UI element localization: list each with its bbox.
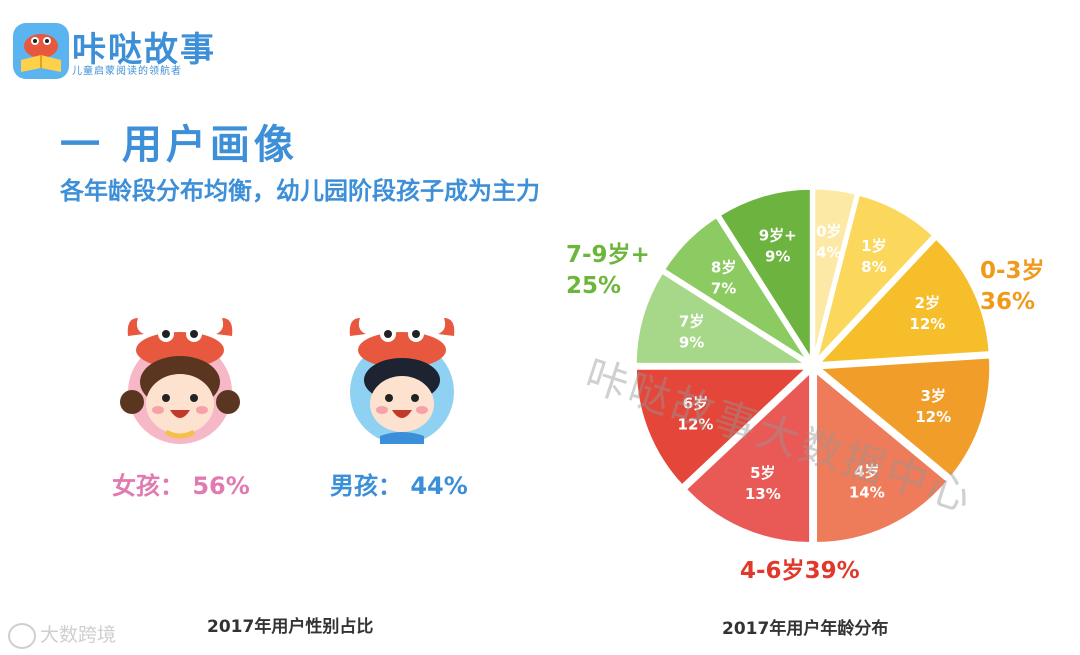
pie-slice-1 (814, 192, 936, 362)
section-subtitle: 各年龄段分布均衡，幼儿园阶段孩子成为主力 (60, 177, 540, 205)
group-name: 0-3岁 (980, 258, 1045, 284)
slice-label-1: 1岁 8% (861, 237, 886, 276)
slice-label-4: 4岁 14% (849, 462, 885, 501)
pie-slice-6 (633, 366, 812, 489)
slice-label-3: 3岁 12% (915, 387, 951, 426)
group-label-7-9: 7-9岁+ 25% (566, 240, 650, 302)
group-pct: 39% (804, 558, 860, 584)
pie-slice-2 (814, 235, 992, 366)
slice-label-8: 8岁 7% (711, 259, 736, 298)
slice-label-2: 2岁 12% (909, 294, 945, 333)
slice-label-9: 9岁+ 9% (759, 227, 797, 266)
group-pct: 25% (566, 273, 622, 299)
watermark-logo-icon (8, 622, 36, 649)
boy-avatar (336, 310, 486, 454)
slice-label-6: 6岁 12% (678, 395, 714, 434)
age-chart-caption: 2017年用户年龄分布 (722, 619, 889, 639)
pie-slice-8 (661, 214, 811, 364)
pie-slice-7 (633, 270, 813, 366)
group-name: 7-9岁+ (566, 242, 650, 268)
pie-slice-4 (814, 368, 951, 545)
corner-watermark: 大数跨境 (8, 620, 116, 649)
group-label-0-3: 0-3岁 36% (980, 256, 1045, 318)
group-name: 4-6岁 (740, 558, 805, 584)
section-title: 一 用户画像 (60, 122, 298, 168)
brand-name: 咔哒故事 (72, 30, 216, 70)
pie-slice-0 (812, 186, 859, 361)
girl-share-label: 女孩： 56% (112, 472, 250, 500)
slice-label-5: 5岁 13% (745, 464, 781, 503)
age-pie-chart: 0岁 4% 1岁 8% 2岁 12% 3岁 12% 4岁 14% 5岁 13% 6岁 12% 7岁 9% 8岁 7… (633, 186, 993, 546)
group-label-4-6: 4-6岁39% (740, 556, 860, 587)
gender-chart-caption: 2017年用户性别占比 (207, 617, 374, 637)
girl-avatar (108, 310, 258, 454)
slice-label-7: 7岁 9% (679, 313, 704, 352)
group-pct: 36% (980, 289, 1036, 315)
pie-slice-9 (717, 186, 813, 366)
pie-slice-3 (814, 355, 993, 480)
slice-label-0: 0岁 4% (816, 223, 841, 262)
brand-logo (12, 22, 70, 80)
brand-tagline: 儿童启蒙阅读的领航者 (72, 66, 182, 77)
corner-watermark-text: 大数跨境 (40, 624, 117, 646)
pie-slice-5 (683, 368, 813, 546)
boy-share-label: 男孩： 44% (330, 472, 468, 500)
